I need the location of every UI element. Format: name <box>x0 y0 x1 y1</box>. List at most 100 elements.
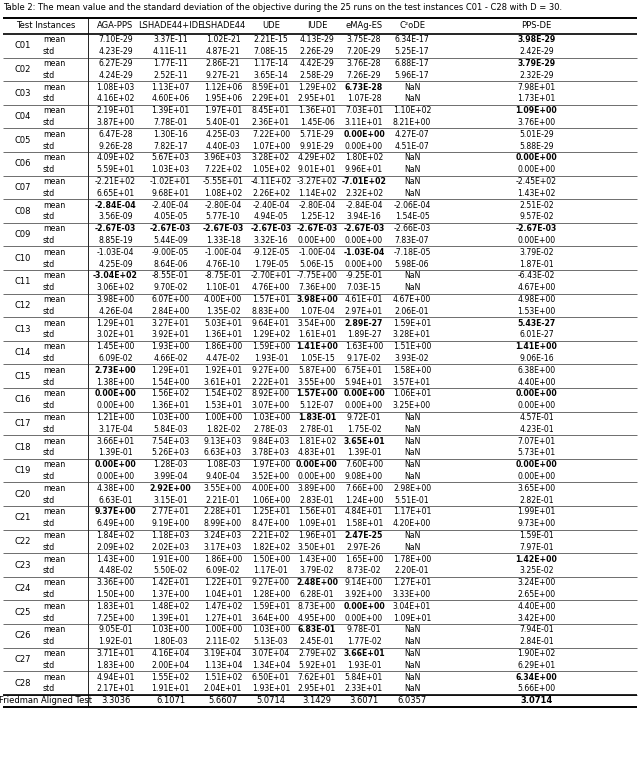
Text: 1.79E-05: 1.79E-05 <box>253 260 288 269</box>
Text: 3.06E+02: 3.06E+02 <box>97 283 134 292</box>
Text: 4.47E-02: 4.47E-02 <box>205 354 241 363</box>
Text: 9.96E+01: 9.96E+01 <box>345 165 383 175</box>
Text: 2.78E-01: 2.78E-01 <box>300 425 334 434</box>
Text: mean: mean <box>43 625 65 635</box>
Text: 9.13E+03: 9.13E+03 <box>204 436 242 446</box>
Text: mean: mean <box>43 436 65 446</box>
Text: 2.58E-29: 2.58E-29 <box>300 71 334 80</box>
Text: 1.00E+00: 1.00E+00 <box>204 625 242 635</box>
Text: 1.58E+01: 1.58E+01 <box>345 519 383 528</box>
Text: NaN: NaN <box>404 625 420 635</box>
Text: 0.00E+00: 0.00E+00 <box>517 236 556 245</box>
Text: 1.93E-01: 1.93E-01 <box>347 661 381 669</box>
Text: C16: C16 <box>14 395 31 405</box>
Text: 2.51E-02: 2.51E-02 <box>519 200 554 209</box>
Text: 4.76E+00: 4.76E+00 <box>252 283 290 292</box>
Text: mean: mean <box>43 59 65 68</box>
Text: 3.24E+03: 3.24E+03 <box>204 531 242 540</box>
Text: mean: mean <box>43 672 65 682</box>
Text: 4.94E-05: 4.94E-05 <box>253 213 289 222</box>
Text: 4.20E+00: 4.20E+00 <box>393 519 431 528</box>
Text: 3.3036: 3.3036 <box>101 696 130 705</box>
Text: 7.54E+03: 7.54E+03 <box>152 436 189 446</box>
Text: 1.81E+02: 1.81E+02 <box>298 436 336 446</box>
Text: 5.84E+01: 5.84E+01 <box>345 672 383 682</box>
Text: 1.35E-02: 1.35E-02 <box>205 307 240 316</box>
Text: 6.34E+00: 6.34E+00 <box>516 672 557 682</box>
Text: std: std <box>43 519 55 528</box>
Text: 7.25E+00: 7.25E+00 <box>97 613 134 622</box>
Text: 1.09E+01: 1.09E+01 <box>393 613 431 622</box>
Text: 0.00E+00: 0.00E+00 <box>345 142 383 150</box>
Text: 3.79E-02: 3.79E-02 <box>300 566 334 575</box>
Text: 9.08E+00: 9.08E+00 <box>345 472 383 481</box>
Text: 5.96E-17: 5.96E-17 <box>395 71 429 80</box>
Text: -7.75E+00: -7.75E+00 <box>296 272 337 280</box>
Text: 5.51E-01: 5.51E-01 <box>395 496 429 505</box>
Text: NaN: NaN <box>404 189 420 198</box>
Text: 2.65E+00: 2.65E+00 <box>517 590 556 599</box>
Text: 4.67E+00: 4.67E+00 <box>393 295 431 304</box>
Text: C11: C11 <box>14 277 31 286</box>
Text: NaN: NaN <box>404 672 420 682</box>
Text: 2.97E+01: 2.97E+01 <box>345 307 383 316</box>
Text: std: std <box>43 47 55 56</box>
Text: 1.07E-28: 1.07E-28 <box>347 94 381 103</box>
Text: 9.14E+00: 9.14E+00 <box>345 578 383 587</box>
Text: 9.27E+00: 9.27E+00 <box>252 578 290 587</box>
Text: 7.98E+01: 7.98E+01 <box>517 83 556 92</box>
Text: 1.58E+00: 1.58E+00 <box>393 366 431 375</box>
Text: 3.33E+00: 3.33E+00 <box>393 590 431 599</box>
Text: 7.10E-29: 7.10E-29 <box>98 36 133 44</box>
Text: 3.61E+01: 3.61E+01 <box>204 377 242 386</box>
Text: 6.29E+01: 6.29E+01 <box>517 661 556 669</box>
Text: 0.00E+00: 0.00E+00 <box>516 153 557 162</box>
Text: 1.57E+00: 1.57E+00 <box>296 389 338 398</box>
Text: C12: C12 <box>14 301 31 310</box>
Text: mean: mean <box>43 649 65 658</box>
Text: 1.65E+00: 1.65E+00 <box>345 555 383 564</box>
Text: 3.92E+01: 3.92E+01 <box>152 330 189 339</box>
Text: std: std <box>43 330 55 339</box>
Text: -2.80E-04: -2.80E-04 <box>204 200 242 209</box>
Text: 1.77E-11: 1.77E-11 <box>153 59 188 68</box>
Text: mean: mean <box>43 130 65 139</box>
Text: 0.00E+00: 0.00E+00 <box>516 389 557 398</box>
Text: 1.43E+00: 1.43E+00 <box>298 555 336 564</box>
Text: 2.21E-01: 2.21E-01 <box>205 496 241 505</box>
Text: 8.47E+00: 8.47E+00 <box>252 519 290 528</box>
Text: mean: mean <box>43 247 65 257</box>
Text: Table 2: The mean value and the standard deviation of the objective during the 2: Table 2: The mean value and the standard… <box>3 3 562 12</box>
Text: 9.37E+00: 9.37E+00 <box>95 508 136 516</box>
Text: 1.54E-05: 1.54E-05 <box>395 213 429 222</box>
Text: 3.65E+01: 3.65E+01 <box>343 436 385 446</box>
Text: 1.27E+01: 1.27E+01 <box>204 613 242 622</box>
Text: IUDE: IUDE <box>307 21 327 30</box>
Text: 1.14E+02: 1.14E+02 <box>298 189 336 198</box>
Text: 7.26E-29: 7.26E-29 <box>347 71 381 80</box>
Text: 5.26E+03: 5.26E+03 <box>152 449 189 458</box>
Text: 2.22E+01: 2.22E+01 <box>252 377 290 386</box>
Text: 1.86E+00: 1.86E+00 <box>204 555 242 564</box>
Text: 6.83E-01: 6.83E-01 <box>298 625 336 635</box>
Text: 2.04E+01: 2.04E+01 <box>204 685 242 694</box>
Text: NaN: NaN <box>404 153 420 162</box>
Text: 4.83E+01: 4.83E+01 <box>298 449 336 458</box>
Text: 4.40E+00: 4.40E+00 <box>517 602 556 611</box>
Text: 3.78E+03: 3.78E+03 <box>252 449 290 458</box>
Text: 6.73E-28: 6.73E-28 <box>345 83 383 92</box>
Text: std: std <box>43 165 55 175</box>
Text: 4.16E+02: 4.16E+02 <box>96 94 134 103</box>
Text: 4.98E+00: 4.98E+00 <box>517 295 556 304</box>
Text: NaN: NaN <box>404 460 420 469</box>
Text: 9.26E-28: 9.26E-28 <box>99 142 132 150</box>
Text: 1.82E-02: 1.82E-02 <box>205 425 240 434</box>
Text: 1.09E+00: 1.09E+00 <box>516 106 557 115</box>
Text: 1.34E+04: 1.34E+04 <box>252 661 291 669</box>
Text: 3.24E+00: 3.24E+00 <box>517 578 556 587</box>
Text: 4.26E-04: 4.26E-04 <box>98 307 133 316</box>
Text: 3.79E-02: 3.79E-02 <box>519 247 554 257</box>
Text: 1.21E+00: 1.21E+00 <box>96 413 134 422</box>
Text: std: std <box>43 260 55 269</box>
Text: std: std <box>43 142 55 150</box>
